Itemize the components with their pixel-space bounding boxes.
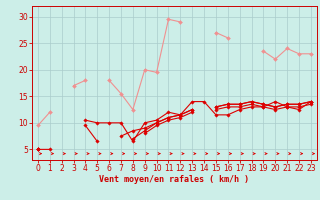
X-axis label: Vent moyen/en rafales ( km/h ): Vent moyen/en rafales ( km/h ) [100, 175, 249, 184]
